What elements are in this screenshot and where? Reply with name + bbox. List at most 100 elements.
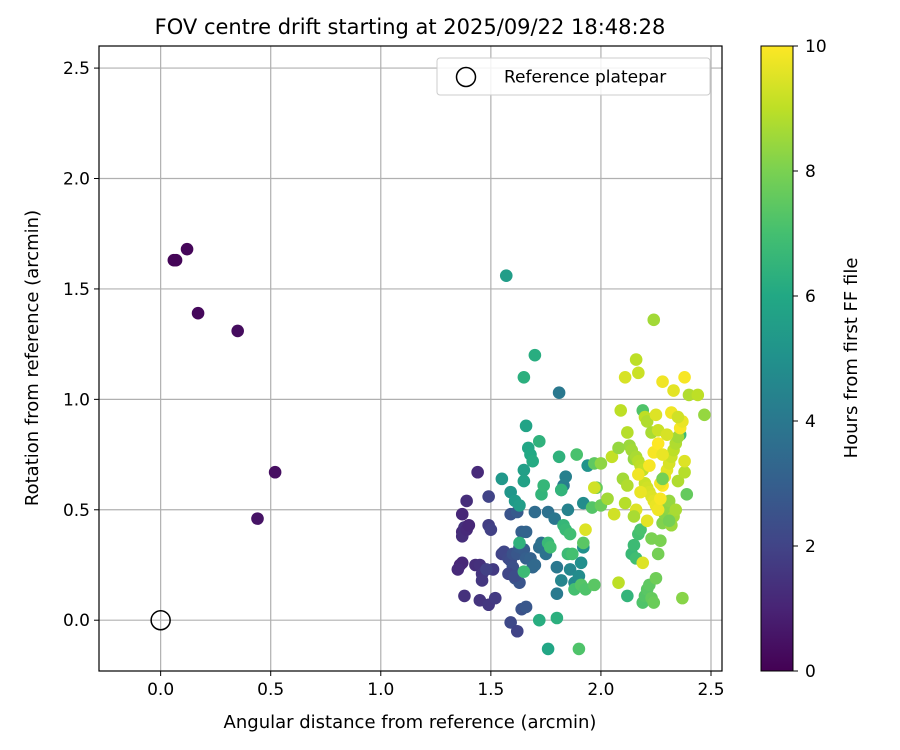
colorbar-label: Hours from first FF file <box>841 258 862 459</box>
data-point <box>543 541 557 554</box>
data-point <box>572 642 586 656</box>
data-point <box>640 415 654 428</box>
data-point <box>510 624 524 638</box>
data-point <box>268 465 282 479</box>
data-point <box>671 474 685 488</box>
legend-box <box>436 57 711 96</box>
colorbar-tick-label: 10 <box>805 37 827 57</box>
data-point <box>678 454 691 468</box>
data-point <box>671 410 685 424</box>
data-point <box>640 514 654 528</box>
data-point <box>634 485 647 499</box>
legend: Reference platepar <box>436 57 711 96</box>
data-point <box>669 503 683 517</box>
data-point <box>550 560 564 574</box>
data-point <box>579 523 592 536</box>
data-point <box>588 578 601 592</box>
data-point <box>649 408 663 422</box>
data-point <box>528 558 542 572</box>
y-tick-label: 1.0 <box>63 390 90 410</box>
x-tick-label: 1.0 <box>367 680 394 700</box>
data-point <box>231 324 244 338</box>
data-point <box>629 353 643 366</box>
colorbar: 0 2 4 6 8 10 Hours from first FF file <box>760 37 862 682</box>
plot-frame <box>98 45 723 672</box>
x-axis-label: Angular distance from reference (arcmin) <box>224 712 597 733</box>
data-point <box>612 576 625 589</box>
data-point <box>517 474 531 488</box>
data-point <box>504 616 517 629</box>
data-point <box>460 494 473 508</box>
data-point <box>169 253 183 267</box>
data-point <box>605 450 619 464</box>
data-point <box>656 448 669 461</box>
data-point <box>528 348 542 362</box>
data-point <box>643 459 656 472</box>
data-point <box>532 435 546 448</box>
data-points <box>167 242 711 656</box>
data-point <box>548 512 561 525</box>
data-point <box>561 503 575 517</box>
data-point <box>682 388 696 402</box>
data-point <box>651 503 665 517</box>
data-point <box>645 532 658 545</box>
data-point <box>499 269 513 282</box>
data-point <box>455 507 469 521</box>
data-point <box>678 370 691 384</box>
data-point <box>552 450 566 464</box>
data-point <box>517 370 531 384</box>
data-point <box>614 404 628 417</box>
colorbar-tick-label: 0 <box>805 662 816 682</box>
legend-marker-icon <box>455 66 477 88</box>
data-point <box>678 465 691 479</box>
data-point <box>480 563 493 576</box>
data-point <box>191 306 205 320</box>
data-point <box>577 536 590 550</box>
data-point <box>618 496 632 510</box>
data-point <box>634 523 647 536</box>
x-tick-label: 1.5 <box>477 680 504 700</box>
data-point <box>698 408 711 422</box>
data-point <box>537 479 550 492</box>
colorbar-tick-label: 6 <box>805 287 816 307</box>
colorbar-tick-label: 2 <box>805 537 816 557</box>
data-point <box>607 507 621 521</box>
data-point <box>180 242 194 256</box>
data-point <box>676 591 689 605</box>
data-point <box>475 574 489 587</box>
colorbar-gradient <box>760 45 794 672</box>
y-tick-label: 0.5 <box>63 501 90 521</box>
data-point <box>680 488 694 501</box>
data-point <box>588 481 601 494</box>
data-point <box>488 591 502 605</box>
data-point <box>627 538 641 552</box>
data-point <box>612 441 625 455</box>
data-point <box>651 437 665 450</box>
data-point <box>559 470 572 483</box>
data-point <box>566 547 579 561</box>
data-point <box>662 514 676 528</box>
data-point <box>513 536 526 550</box>
data-point <box>451 563 465 576</box>
chart-title: FOV centre drift starting at 2025/09/22 … <box>155 15 666 39</box>
x-axis-ticks: 0.0 0.5 1.0 1.5 2.0 2.5 <box>147 671 725 700</box>
data-point <box>660 428 674 441</box>
data-point <box>621 426 634 439</box>
data-point <box>563 527 577 541</box>
y-tick-label: 1.5 <box>63 280 90 300</box>
data-point <box>632 366 645 380</box>
data-point <box>482 490 495 503</box>
data-point <box>517 463 531 477</box>
data-point <box>563 563 577 576</box>
colorbar-ticks: 0 2 4 6 8 10 <box>793 37 827 682</box>
data-point <box>691 388 705 402</box>
data-point <box>251 512 264 525</box>
data-point <box>621 479 634 492</box>
data-point <box>667 384 680 397</box>
data-point <box>513 499 526 512</box>
data-point <box>550 587 564 601</box>
legend-label: Reference platepar <box>504 68 666 88</box>
data-point <box>636 556 650 570</box>
data-point <box>627 510 641 523</box>
y-tick-label: 0.0 <box>63 611 90 631</box>
